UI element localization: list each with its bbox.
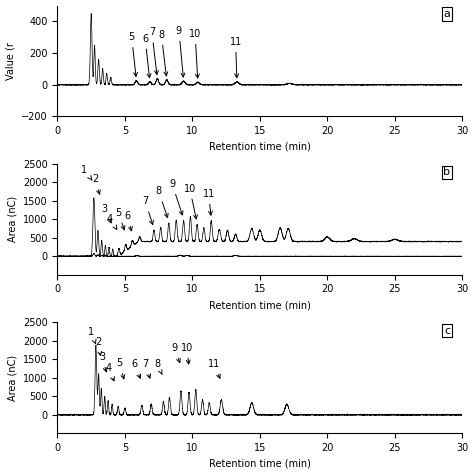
- Text: 3: 3: [101, 204, 111, 223]
- Text: 11: 11: [202, 189, 215, 215]
- Y-axis label: Area (nC): Area (nC): [8, 355, 18, 401]
- Text: 8: 8: [154, 359, 162, 374]
- Text: 3: 3: [99, 352, 107, 372]
- Text: 2: 2: [92, 174, 100, 194]
- Text: 9: 9: [176, 26, 185, 77]
- Text: 10: 10: [183, 183, 197, 219]
- Y-axis label: Value (r: Value (r: [6, 42, 16, 80]
- Text: 5: 5: [128, 32, 137, 76]
- Text: 2: 2: [95, 337, 102, 356]
- Y-axis label: Area (nC): Area (nC): [8, 196, 18, 242]
- Text: 6: 6: [142, 34, 151, 78]
- Text: 4: 4: [107, 214, 117, 229]
- Text: 5: 5: [115, 208, 125, 230]
- Text: 4: 4: [106, 363, 114, 381]
- Text: 1: 1: [82, 165, 92, 180]
- Text: 9: 9: [172, 343, 181, 363]
- Text: 5: 5: [117, 358, 125, 379]
- Text: 8: 8: [155, 186, 168, 218]
- Text: 7: 7: [149, 27, 158, 74]
- Text: 7: 7: [142, 359, 151, 378]
- Text: b: b: [443, 167, 450, 177]
- Text: 6: 6: [125, 211, 132, 231]
- X-axis label: Retention time (min): Retention time (min): [209, 458, 311, 468]
- Text: c: c: [444, 326, 450, 336]
- Text: 1: 1: [88, 327, 96, 344]
- Text: 10: 10: [181, 343, 193, 364]
- X-axis label: Retention time (min): Retention time (min): [209, 300, 311, 310]
- X-axis label: Retention time (min): Retention time (min): [209, 142, 311, 152]
- Text: 10: 10: [189, 29, 201, 78]
- Text: 9: 9: [169, 179, 183, 215]
- Text: 6: 6: [131, 359, 141, 378]
- Text: a: a: [443, 9, 450, 19]
- Text: 11: 11: [208, 359, 220, 378]
- Text: 8: 8: [158, 29, 168, 76]
- Text: 11: 11: [229, 36, 242, 78]
- Text: 7: 7: [142, 196, 154, 225]
